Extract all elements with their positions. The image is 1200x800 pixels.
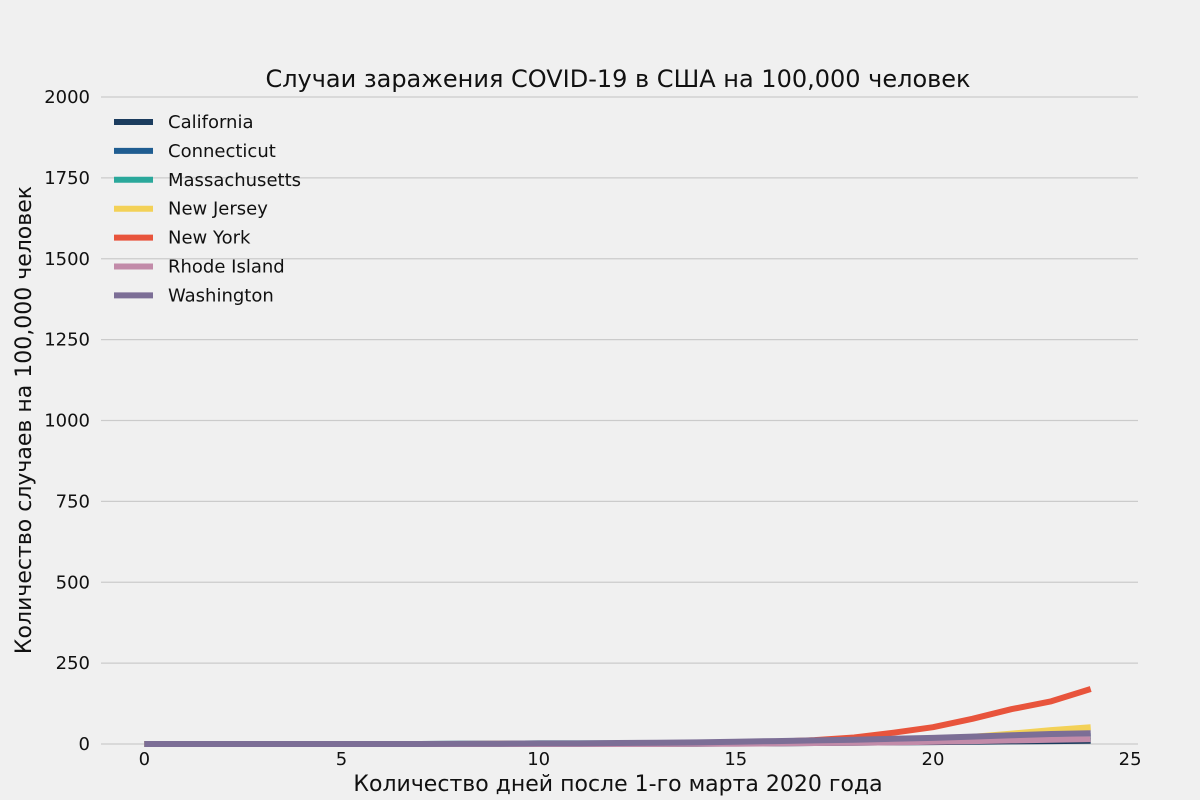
y-tick-labels: 0 250 500 750 1000 1250 1500 1750 2000 [44, 87, 90, 755]
x-tick-labels: 0 5 10 15 20 25 [139, 749, 1142, 770]
series-line-washington [144, 730, 1091, 747]
legend-label-new-jersey: New Jersey [168, 199, 268, 220]
chart-title: Случаи заражения COVID-19 в США на 100,0… [265, 65, 970, 93]
y-tick-label: 1750 [44, 168, 90, 189]
y-tick-label: 1250 [44, 330, 90, 351]
x-tick-label: 5 [336, 749, 347, 770]
x-tick-label: 20 [922, 749, 945, 770]
legend-label-massachusetts: Massachusetts [168, 170, 301, 191]
y-tick-label: 750 [56, 491, 90, 512]
y-tick-label: 500 [56, 572, 90, 593]
legend-label-new-york: New York [168, 228, 251, 249]
x-axis-label: Количество дней после 1-го марта 2020 го… [353, 772, 882, 797]
x-tick-label: 15 [724, 749, 747, 770]
y-tick-label: 2000 [44, 87, 90, 108]
legend-label-rhode-island: Rhode Island [168, 257, 285, 278]
legend: California Connecticut Massachusetts New Je… [114, 112, 301, 306]
x-tick-label: 10 [527, 749, 550, 770]
y-axis-label: Количество случаев на 100,000 человек [12, 186, 37, 654]
y-tick-label: 250 [56, 653, 90, 674]
x-tick-label: 0 [139, 749, 150, 770]
y-tick-label: 1500 [44, 249, 90, 270]
y-tick-label: 0 [79, 734, 90, 755]
legend-label-connecticut: Connecticut [168, 141, 276, 162]
series-lines [144, 686, 1092, 747]
legend-label-washington: Washington [168, 285, 274, 306]
x-tick-label: 25 [1119, 749, 1142, 770]
legend-label-california: California [168, 112, 253, 133]
y-tick-label: 1000 [44, 411, 90, 432]
